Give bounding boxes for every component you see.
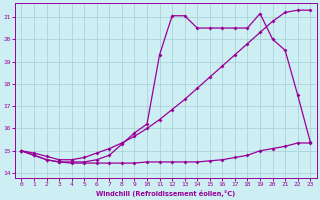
X-axis label: Windchill (Refroidissement éolien,°C): Windchill (Refroidissement éolien,°C) [96,190,236,197]
